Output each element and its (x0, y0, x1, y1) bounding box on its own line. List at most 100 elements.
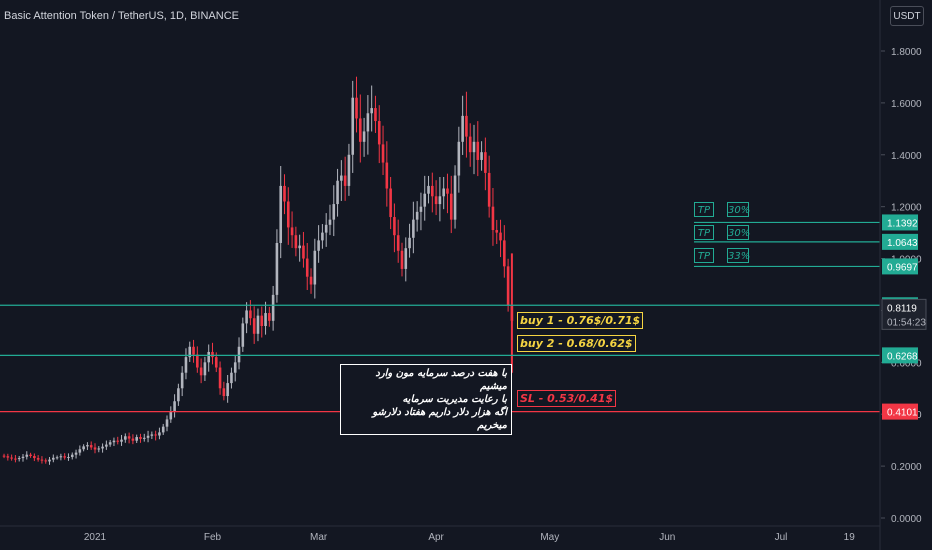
candle-body (476, 141, 480, 160)
candle-body (264, 313, 267, 327)
candle-body (305, 258, 309, 277)
x-tick-label: May (540, 532, 559, 543)
candle-body (283, 185, 286, 202)
candle-body (377, 121, 381, 145)
candle-body (260, 315, 264, 327)
candle-body (230, 372, 233, 384)
current-price-label: 0.8119 (887, 303, 917, 314)
candle-body (245, 310, 248, 324)
candle-body (491, 206, 495, 231)
candle-body (347, 154, 351, 186)
tp-tag-1: TP (694, 202, 714, 217)
candle-body (82, 446, 85, 450)
candle-body (351, 97, 355, 155)
candle-body (465, 115, 468, 137)
candle-body (340, 175, 343, 181)
candle-body (252, 318, 256, 334)
candle-body (374, 108, 377, 122)
candle-body (393, 217, 396, 236)
currency-button[interactable]: USDT (890, 6, 924, 26)
candle-body (268, 313, 271, 321)
candle-body (226, 383, 229, 397)
candle-body (116, 440, 120, 442)
candle-body (332, 204, 336, 220)
candle-body (256, 315, 260, 334)
candle-body (14, 458, 17, 460)
candle-body (438, 196, 442, 205)
candle-body (381, 144, 385, 163)
candle-body (146, 435, 150, 438)
candle-body (173, 401, 176, 412)
candle-body (328, 219, 332, 225)
candle-body (286, 201, 290, 228)
candle-body (233, 362, 237, 373)
candle-body (472, 141, 476, 153)
candle-body (86, 445, 89, 447)
symbol-title: Basic Attention Token / TetherUS, 1D, BI… (4, 10, 239, 22)
level-price-tag: 0.9697 (882, 258, 918, 275)
candle-body (120, 439, 123, 442)
candle-body (101, 446, 104, 449)
candle-body (177, 388, 180, 402)
x-tick-label: Jun (659, 532, 675, 543)
candle-body (275, 242, 279, 295)
level-price-tag: 0.6268 (882, 347, 918, 364)
x-tick-label: Apr (428, 532, 444, 543)
candle-body (499, 232, 502, 241)
buy1-label: buy 1 - 0.76$/0.71$ (517, 312, 644, 329)
candle-body (63, 456, 66, 458)
candle-body (408, 237, 411, 249)
candle-body (495, 230, 499, 233)
candle-body (127, 436, 131, 439)
candle-body (105, 444, 108, 447)
candle-body (131, 438, 135, 441)
level-price-label: 1.1392 (887, 218, 918, 229)
current-price-tag: 0.8119 01:54:23 (881, 298, 927, 330)
candle-body (366, 113, 370, 132)
candle-body (89, 445, 93, 448)
candle-body (423, 193, 427, 207)
stop-loss-label: SL - 0.53/0.41$ (517, 390, 617, 407)
countdown-label: 01:54:23 (887, 317, 926, 328)
candle-body (480, 152, 483, 160)
candle-body (124, 436, 127, 440)
candle-body (135, 437, 138, 441)
candle-body (309, 276, 313, 285)
candle-body (21, 456, 25, 459)
candle-body (457, 141, 461, 176)
candle-body (313, 250, 317, 285)
candle-body (142, 437, 146, 439)
candle-body (211, 351, 214, 358)
candle-body (139, 437, 142, 439)
candle-body (165, 419, 169, 427)
level-price-label: 0.4101 (887, 408, 918, 419)
candle-body (434, 196, 438, 205)
y-tick-label: 1.6000 (891, 99, 922, 110)
candle-body (484, 152, 487, 173)
level-price-tag: 1.0643 (882, 233, 918, 250)
candle-body (343, 175, 347, 186)
candle-body (468, 136, 472, 153)
candle-body (29, 454, 32, 456)
candle-body (506, 266, 510, 306)
candle-body (324, 224, 328, 233)
candle-body (40, 459, 44, 461)
candle-body (446, 188, 449, 194)
candle-body (461, 115, 464, 142)
candle-body (237, 346, 241, 363)
candle-body (52, 457, 55, 460)
candle-body (203, 362, 207, 376)
candle-body (74, 452, 78, 455)
candle-body (55, 457, 59, 459)
level-price-label: 0.6268 (887, 351, 918, 362)
candle-body (294, 235, 298, 249)
x-tick-label: Feb (204, 532, 222, 543)
candle-body (427, 185, 430, 194)
candle-body (154, 434, 157, 436)
tp-pct-3: 33% (727, 248, 750, 263)
level-price-tag: 1.1392 (882, 214, 918, 231)
candle-body (33, 455, 36, 459)
candle-body (78, 449, 82, 453)
candle-body (389, 188, 392, 218)
